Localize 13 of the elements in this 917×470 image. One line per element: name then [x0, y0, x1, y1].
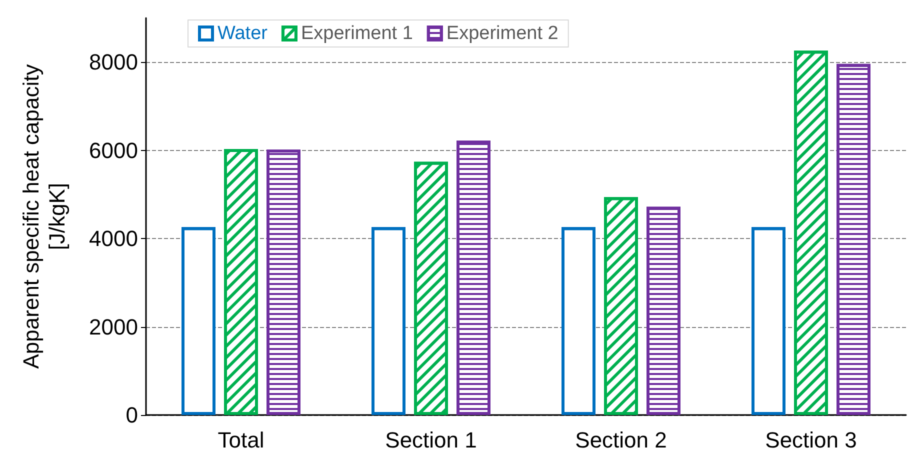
legend-label: Experiment 2: [446, 23, 558, 44]
x-tick-label: Section 2: [575, 428, 667, 452]
x-tick-label: Section 3: [765, 428, 857, 452]
y-tick-label: 6000: [89, 138, 138, 163]
y-tick-label: 8000: [89, 50, 138, 75]
x-tick-label: Total: [218, 428, 264, 452]
x-tick-label: Section 1: [385, 428, 477, 452]
y-tick-label: 2000: [89, 314, 138, 340]
y-tick-label: 4000: [89, 226, 138, 252]
legend-label: Experiment 1: [300, 23, 413, 44]
y-tick-label: 0: [126, 402, 138, 428]
text: Water: [218, 23, 268, 44]
y-axis-title: Apparent specific heat capacity [J/kgK]: [18, 64, 70, 369]
